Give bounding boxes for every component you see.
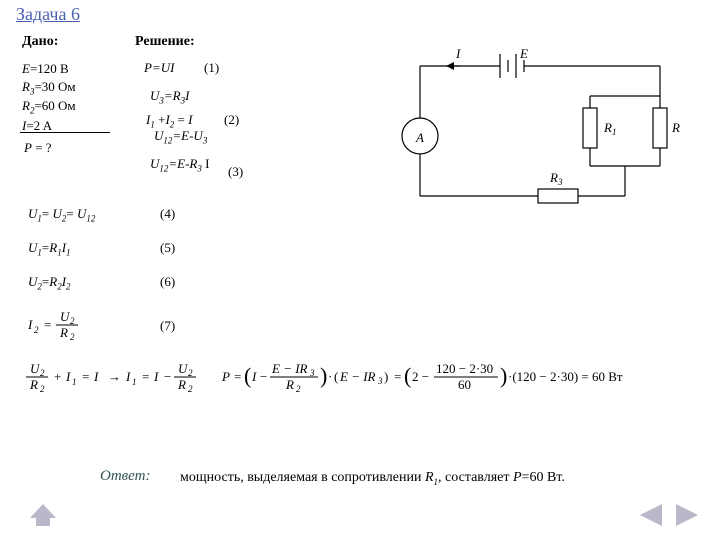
- eq-9-num: (7): [160, 318, 175, 334]
- svg-text:(: (: [334, 369, 338, 384]
- eq-7: U1=R1I1: [28, 240, 71, 258]
- r1-label: R1: [603, 120, 616, 137]
- r3-label: R3: [549, 170, 563, 187]
- eq-chain: U2 R2 + I1 = I → I1 = I − U2 R2 P = ( I …: [26, 362, 666, 402]
- svg-text:−: −: [260, 369, 267, 384]
- svg-text:120 − 2·30: 120 − 2·30: [436, 362, 493, 376]
- svg-text:2 −: 2 −: [412, 369, 429, 384]
- eq-8-num: (6): [160, 274, 175, 290]
- svg-text:60: 60: [458, 377, 471, 392]
- svg-text:I: I: [251, 369, 257, 384]
- svg-text:−: −: [164, 369, 171, 384]
- current-label: I: [455, 46, 461, 61]
- svg-text:): ): [320, 363, 327, 388]
- svg-text:I: I: [65, 369, 71, 384]
- eq-6-num: (4): [160, 206, 175, 222]
- svg-text:I: I: [93, 369, 99, 384]
- svg-text:3: 3: [377, 376, 383, 386]
- eq-6: U1= U2= U12: [28, 206, 95, 224]
- eq-2: U3=R3I: [150, 88, 189, 106]
- emf-label: E: [519, 46, 528, 61]
- svg-text:2: 2: [34, 325, 39, 335]
- svg-text:=: =: [82, 369, 89, 384]
- svg-text:R: R: [177, 377, 186, 392]
- svg-text:2: 2: [296, 384, 301, 394]
- given-heading: Дано:: [22, 34, 58, 50]
- svg-text:(: (: [244, 363, 251, 388]
- svg-text:R: R: [29, 377, 38, 392]
- divider: [20, 132, 110, 133]
- svg-text:): ): [384, 369, 388, 384]
- svg-text:2: 2: [188, 384, 193, 394]
- solution-heading: Решение:: [135, 34, 195, 50]
- svg-text:R: R: [285, 377, 294, 392]
- eq-7-num: (5): [160, 240, 175, 256]
- svg-text:·(120 − 2·30) = 60 Вт: ·(120 − 2·30) = 60 Вт: [508, 369, 623, 384]
- eq-3-num: (2): [224, 112, 239, 128]
- svg-text:→: →: [108, 369, 121, 384]
- svg-text:1: 1: [72, 377, 77, 387]
- eq-1-num: (1): [204, 60, 219, 76]
- svg-text:I: I: [153, 369, 159, 384]
- svg-text:(: (: [404, 363, 411, 388]
- svg-text:=: =: [142, 369, 149, 384]
- eq-9: I2 = U2 R2: [28, 310, 118, 344]
- svg-text:2: 2: [70, 332, 75, 340]
- svg-text:E − IR: E − IR: [339, 369, 376, 384]
- svg-text:·: ·: [328, 369, 332, 384]
- eq-5: U12=E-R3 I: [150, 156, 209, 174]
- eq-1: P=UI: [144, 60, 174, 76]
- svg-text:): ): [500, 363, 507, 388]
- svg-text:2: 2: [40, 384, 45, 394]
- find-line: P = ?: [24, 140, 52, 156]
- prev-icon[interactable]: [640, 504, 662, 530]
- ammeter-label: A: [415, 130, 424, 145]
- svg-text:=: =: [44, 317, 51, 332]
- svg-text:I: I: [28, 317, 33, 332]
- svg-text:I: I: [125, 369, 131, 384]
- next-icon[interactable]: [676, 504, 698, 530]
- given-block: E=120 В R3=30 Ом R2=60 Ом I=2 A: [22, 60, 76, 135]
- problem-title: Задача 6: [16, 4, 80, 25]
- eq-5-num: (3): [228, 164, 243, 180]
- svg-text:P: P: [221, 369, 230, 384]
- svg-text:+: +: [54, 369, 61, 384]
- eq-4: U12=E-U3: [154, 128, 207, 146]
- svg-text:E − IR: E − IR: [271, 362, 308, 376]
- answer-label: Ответ:: [100, 468, 150, 485]
- svg-text:R: R: [59, 325, 68, 340]
- home-icon[interactable]: [30, 504, 56, 530]
- circuit-diagram: A I E R1 R2 R3: [400, 36, 680, 246]
- svg-text:1: 1: [132, 377, 137, 387]
- svg-text:=: =: [394, 369, 401, 384]
- eq-3: I1 +I2 = I: [146, 112, 192, 130]
- answer-text: мощность, выделяемая в сопротивлении R1,…: [180, 470, 565, 487]
- svg-text:=: =: [234, 369, 241, 384]
- r2-label: R2: [671, 120, 680, 137]
- eq-8: U2=R2I2: [28, 274, 71, 292]
